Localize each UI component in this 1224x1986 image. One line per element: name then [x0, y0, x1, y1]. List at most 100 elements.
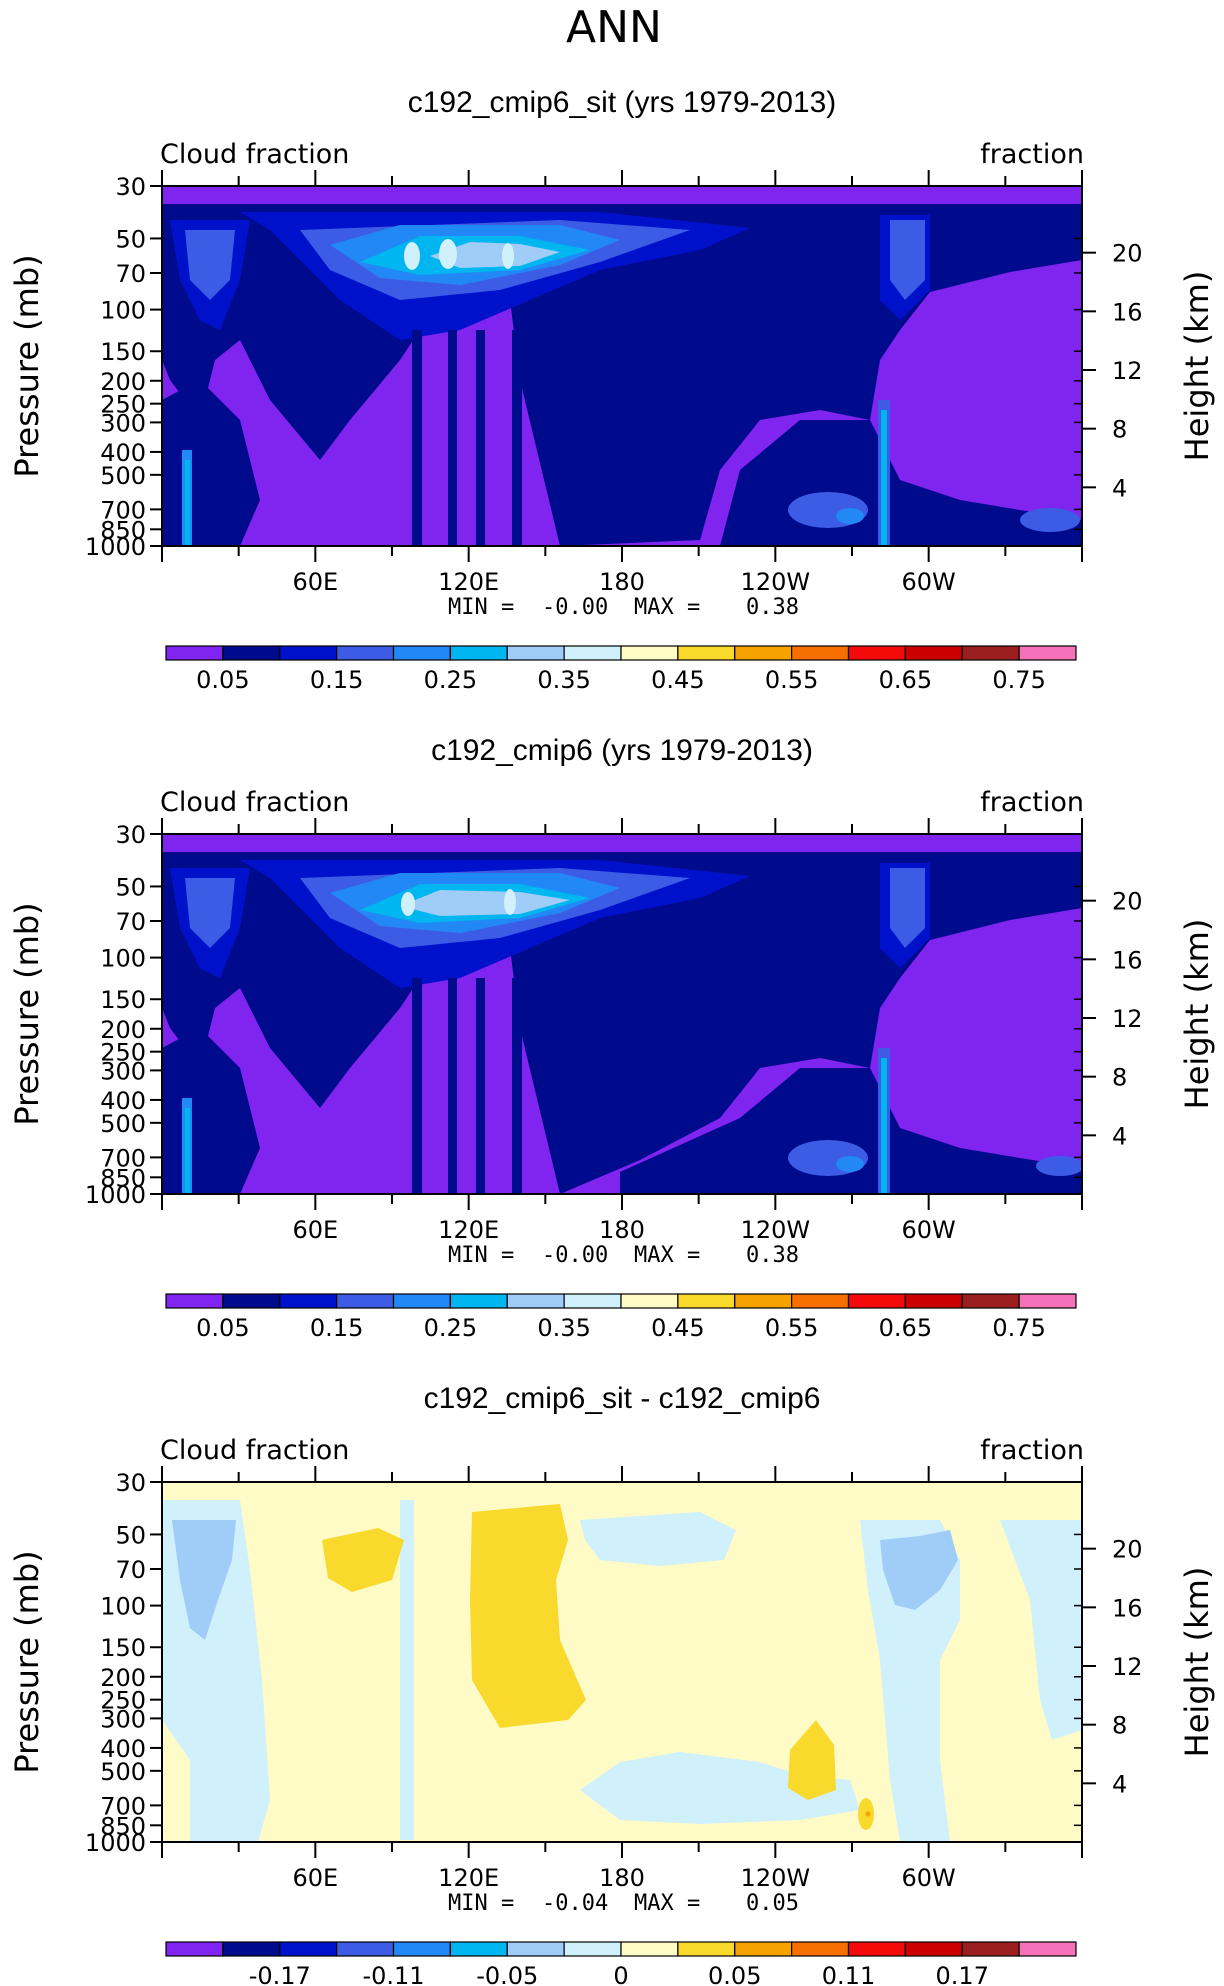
negative-core-west — [172, 1520, 236, 1640]
y-tick-label: 30 — [115, 173, 146, 201]
min-value: -0.00 — [542, 595, 608, 620]
height-tick-label: 8 — [1112, 416, 1127, 444]
y-tick-label: 30 — [115, 821, 146, 849]
negative-region-pacific — [580, 1752, 860, 1824]
panel-left-label: Cloud fraction — [160, 1435, 349, 1466]
upper-cloud-core3 — [430, 242, 560, 268]
x-tick-label: 60W — [902, 568, 956, 596]
max-value: 0.38 — [746, 595, 799, 620]
upper-cloud-inner2 — [185, 878, 235, 948]
colorbar-label: 0.55 — [765, 666, 818, 694]
upper-cloud-core3 — [400, 890, 570, 916]
axes: 3050701001502002503004005007008501000Pre… — [8, 1466, 1216, 1986]
colorbar-swatch — [506, 1293, 565, 1309]
upper-cloud-inner2 — [185, 230, 235, 300]
y-tick-label: 400 — [100, 1735, 146, 1763]
negative-region-east — [860, 1520, 960, 1842]
x-tick-label: 120E — [438, 1864, 499, 1892]
colorbar-label: 0.45 — [651, 666, 704, 694]
colorbar-swatch — [563, 1293, 622, 1309]
colorbar-swatch — [620, 1941, 679, 1957]
atlantic-cloud-blob — [1036, 1156, 1082, 1176]
colorbar-swatch — [563, 1941, 622, 1957]
colorbar-label: 0.25 — [424, 1314, 477, 1342]
panel-2: c192_cmip6 (yrs 1979-2013) Cloud fractio… — [8, 734, 1216, 1342]
colorbar-swatch — [449, 645, 508, 661]
min-value: -0.00 — [542, 1243, 608, 1268]
colorbar-swatch — [620, 1293, 679, 1309]
y-tick-label: 70 — [115, 260, 146, 288]
max-value: 0.05 — [746, 1891, 799, 1916]
min-value: -0.04 — [542, 1891, 608, 1916]
colorbar-swatch — [1018, 1941, 1077, 1957]
y-tick-label: 700 — [100, 496, 146, 524]
positive-region-pacific — [788, 1720, 836, 1800]
height-tick-label: 20 — [1112, 1536, 1143, 1564]
y-tick-label: 250 — [100, 391, 146, 419]
colorbar-label: -0.17 — [249, 1962, 311, 1986]
x-tick-label: 120E — [438, 1216, 499, 1244]
y-tick-label: 50 — [115, 873, 146, 901]
core-max-3 — [502, 243, 514, 269]
negative-strip — [400, 1500, 414, 1840]
colorbar-swatch — [449, 1941, 508, 1957]
colorbar-swatch — [904, 645, 963, 661]
colorbar: 0.05 0.15 0.25 0.35 0.45 0.55 0.65 0.75 — [165, 645, 1077, 694]
upper-cloud-inner3 — [890, 868, 925, 948]
colorbar-swatch — [620, 645, 679, 661]
max-value: 0.38 — [746, 1243, 799, 1268]
colorbar-label: 0.11 — [822, 1962, 875, 1986]
y-tick-label: 1000 — [85, 1829, 146, 1857]
y-tick-label: 300 — [100, 1057, 146, 1085]
max-label: MAX = — [634, 1891, 700, 1916]
height-tick-label: 8 — [1112, 1712, 1127, 1740]
colorbar-swatch — [734, 1293, 793, 1309]
colorbar-swatch — [506, 1941, 565, 1957]
colorbar-swatch — [279, 1293, 338, 1309]
y-tick-label: 850 — [100, 1812, 146, 1840]
colorbar-swatch — [961, 1293, 1020, 1309]
y-tick-label: 400 — [100, 439, 146, 467]
convective-column-2 — [448, 330, 457, 546]
height-axis-title: Height (km) — [1178, 271, 1216, 462]
colorbar: 0.05 0.15 0.25 0.35 0.45 0.55 0.65 0.75 — [165, 1293, 1077, 1342]
upper-cloud-inner3 — [890, 220, 925, 300]
colorbar-swatch — [734, 1941, 793, 1957]
height-tick-label: 4 — [1112, 1122, 1127, 1150]
panel-1: c192_cmip6_sit (yrs 1979-2013) Cloud fra… — [8, 86, 1216, 694]
y-axis-title: Pressure (mb) — [8, 1550, 46, 1773]
colorbar-swatch — [165, 1941, 224, 1957]
height-tick-label: 12 — [1112, 1653, 1143, 1681]
colorbar-swatch — [1018, 645, 1077, 661]
convective-column-3 — [476, 330, 485, 546]
y-tick-label: 150 — [100, 338, 146, 366]
height-tick-label: 4 — [1112, 474, 1127, 502]
colorbar-swatch — [279, 645, 338, 661]
y-axis-title: Pressure (mb) — [8, 902, 46, 1125]
y-tick-label: 500 — [100, 1758, 146, 1786]
max-label: MAX = — [634, 1243, 700, 1268]
y-tick-label: 850 — [100, 1164, 146, 1192]
height-tick-label: 16 — [1112, 1594, 1143, 1622]
y-tick-label: 700 — [100, 1144, 146, 1172]
core-max-1 — [404, 242, 420, 270]
positive-region-central — [470, 1504, 586, 1728]
colorbar-swatch — [506, 645, 565, 661]
panel-right-label: fraction — [980, 787, 1084, 818]
colorbar-swatch — [165, 645, 224, 661]
colorbar-swatch — [222, 1941, 281, 1957]
height-tick-label: 16 — [1112, 946, 1143, 974]
positive-region-upper-west — [322, 1528, 404, 1592]
axes: 3050701001502002503004005007008501000Pre… — [8, 818, 1216, 1342]
contour-field — [162, 834, 1082, 1194]
y-tick-label: 100 — [100, 297, 146, 325]
y-tick-label: 150 — [100, 986, 146, 1014]
colorbar-swatch — [392, 1293, 451, 1309]
y-axis-title: Pressure (mb) — [8, 254, 46, 477]
tropopause-band — [162, 852, 1082, 860]
height-axis-title: Height (km) — [1178, 919, 1216, 1110]
negative-region-far-east — [1000, 1520, 1082, 1740]
colorbar-swatch — [392, 645, 451, 661]
panel-title: c192_cmip6 (yrs 1979-2013) — [431, 734, 813, 767]
